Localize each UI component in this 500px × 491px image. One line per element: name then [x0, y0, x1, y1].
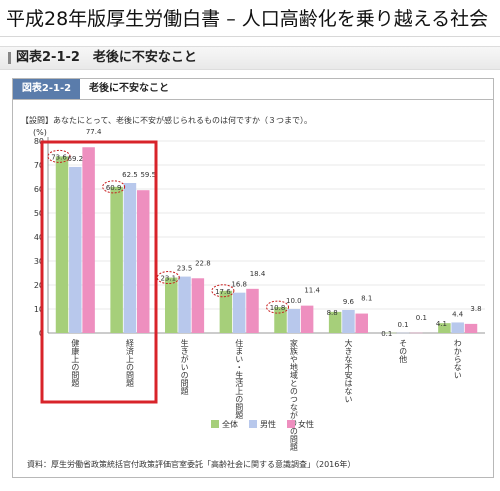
- bar-男性-3: [232, 292, 246, 333]
- section-header: 図表2-1-2 老後に不安なこと: [0, 46, 500, 70]
- value-label: 0.1: [416, 314, 427, 322]
- value-label: 62.5: [122, 171, 138, 179]
- y-axis-unit-label: (%): [33, 128, 47, 137]
- section-heading: 図表2-1-2 老後に不安なこと: [16, 50, 197, 65]
- value-label: 23.5: [177, 265, 193, 273]
- value-label: 60.9: [106, 184, 122, 192]
- figure-panel: 図表2-1-2 老後に不安なこと 【設問】あなたにとって、老後に不安が感じられる…: [12, 78, 494, 478]
- legend-label-女性: 女性: [298, 419, 314, 429]
- x-category-label: 住まい・生活上の問題: [235, 338, 244, 420]
- x-category-label: 生きがいの問題: [180, 338, 189, 396]
- bar-女性-2: [191, 278, 205, 333]
- x-category-label: 経済上の問題: [125, 338, 134, 388]
- legend-label-全体: 全体: [222, 419, 238, 429]
- bar-女性-0: [82, 147, 95, 333]
- value-highlight-circle: [156, 271, 180, 285]
- bar-女性-1: [136, 190, 150, 333]
- value-highlight-circle: [47, 149, 71, 163]
- value-label: 10.8: [270, 304, 286, 312]
- bar-全体-0: [55, 156, 69, 333]
- y-tick-label: 10: [34, 305, 44, 314]
- bar-全体-4: [274, 307, 287, 333]
- value-label: 22.8: [195, 259, 211, 267]
- x-category-label: 家族や地域とのつながりの問題: [289, 338, 298, 452]
- y-tick-label: 80: [34, 137, 44, 146]
- value-label: 59.5: [140, 171, 156, 179]
- value-highlight-circle: [211, 284, 235, 298]
- value-label: 9.6: [343, 298, 355, 306]
- value-label: 10.0: [286, 297, 302, 305]
- bar-男性-7: [451, 322, 464, 333]
- section-marker: [8, 52, 11, 64]
- source-note: 資料：厚生労働省政策統括官付政策評価官室委託「高齢社会に関する意識調査」（201…: [27, 460, 356, 469]
- value-label: 0.1: [397, 321, 408, 329]
- figure-badge: 図表2-1-2: [13, 79, 80, 99]
- bar-男性-0: [69, 166, 82, 333]
- value-label: 18.4: [250, 270, 266, 278]
- y-tick-label: 60: [34, 185, 44, 194]
- x-category-label: わからない: [453, 339, 462, 379]
- bar-男性-5: [342, 309, 355, 333]
- bar-女性-5: [355, 313, 368, 333]
- x-category-label: その他: [399, 339, 408, 364]
- value-label: 4.1: [436, 320, 447, 328]
- y-tick-label: 30: [34, 257, 44, 266]
- value-label: 69.2: [68, 155, 84, 163]
- value-label: 8.1: [361, 295, 372, 303]
- y-tick-label: 50: [34, 209, 44, 218]
- bar-全体-5: [328, 311, 342, 333]
- bar-男性-1: [123, 183, 137, 333]
- value-highlight-circle: [102, 180, 126, 194]
- value-highlight-circle: [266, 300, 290, 314]
- bar-chart: (%)0102030405060708073.660.923.117.610.8…: [33, 128, 485, 452]
- legend-swatch-男性: [249, 420, 257, 428]
- title-divider: [0, 36, 500, 37]
- figure-header: 図表2-1-2 老後に不安なこと: [13, 79, 493, 100]
- value-label: 16.8: [231, 281, 247, 289]
- legend-swatch-女性: [287, 420, 295, 428]
- bar-全体-3: [219, 290, 233, 333]
- value-label: 0.1: [381, 330, 392, 338]
- legend-swatch-全体: [211, 420, 219, 428]
- y-tick-label: 70: [34, 161, 44, 170]
- value-label: 8.8: [327, 309, 338, 317]
- bar-男性-2: [178, 276, 191, 333]
- y-tick-label: 40: [34, 233, 44, 242]
- bar-全体-7: [438, 323, 451, 333]
- value-label: 4.4: [452, 310, 464, 318]
- x-category-label: 健康上の問題: [71, 338, 80, 388]
- page-title: 平成28年版厚生労働白書 – 人口高齢化を乗り越える社会: [6, 8, 489, 30]
- legend-label-男性: 男性: [260, 419, 276, 429]
- highlight-box: [40, 140, 158, 404]
- bar-全体-1: [110, 186, 123, 333]
- value-label: 77.4: [86, 128, 102, 136]
- value-label: 73.6: [51, 153, 67, 161]
- bar-女性-4: [300, 305, 314, 333]
- value-label: 23.1: [160, 275, 176, 283]
- bar-女性-3: [246, 288, 259, 333]
- bar-全体-2: [165, 277, 178, 333]
- x-category-label: 大きな不安はない: [344, 338, 353, 403]
- value-label: 3.8: [470, 305, 481, 313]
- bar-男性-4: [287, 309, 301, 333]
- figure-title: 老後に不安なこと: [89, 83, 169, 94]
- survey-question: 【設問】あなたにとって、老後に不安が感じられるものは何ですか（３つまで）。: [21, 116, 312, 125]
- value-label: 11.4: [304, 287, 320, 295]
- value-label: 17.6: [215, 288, 231, 296]
- y-tick-label: 20: [34, 281, 44, 290]
- bar-女性-7: [464, 323, 478, 333]
